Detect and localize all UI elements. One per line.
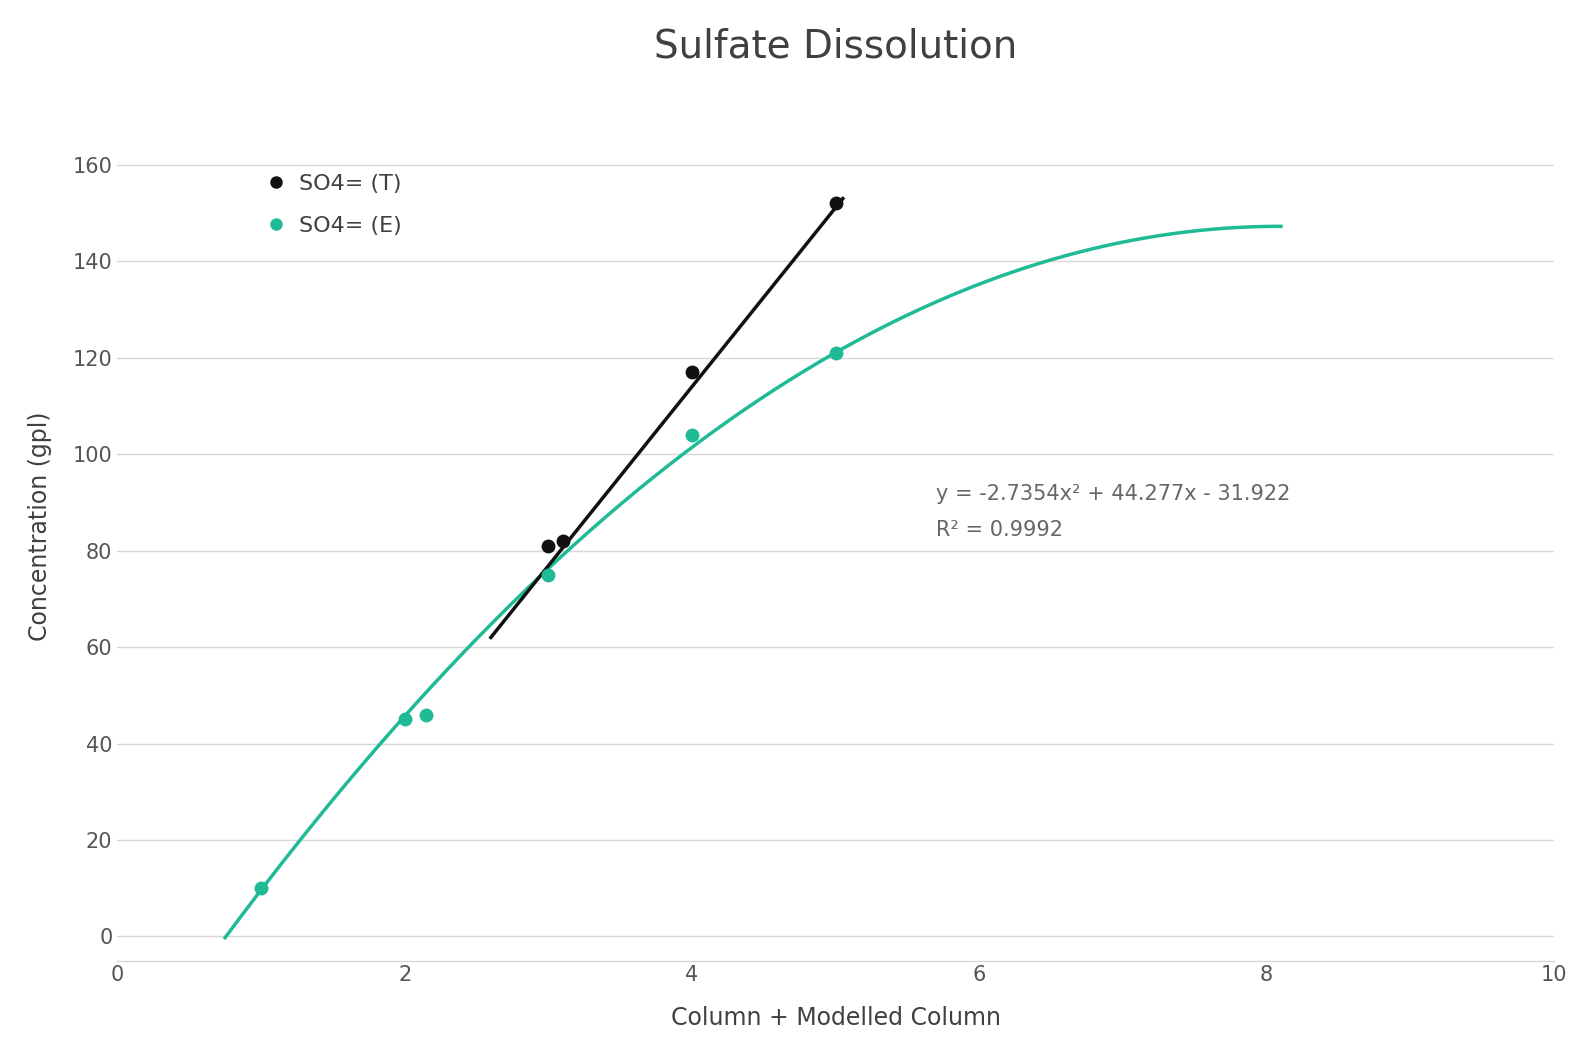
Line: SO4= (T): SO4= (T): [541, 197, 842, 552]
Line: SO4= (E): SO4= (E): [254, 346, 842, 895]
SO4= (T): [683, 366, 702, 379]
SO4= (E): [416, 708, 435, 720]
Title: Sulfate Dissolution: Sulfate Dissolution: [654, 28, 1018, 66]
SO4= (T): [826, 197, 845, 209]
SO4= (T): [553, 534, 573, 547]
SO4= (E): [396, 713, 415, 726]
Legend: SO4= (T), SO4= (E): SO4= (T), SO4= (E): [244, 147, 429, 262]
Y-axis label: Concentration (gpl): Concentration (gpl): [27, 412, 51, 641]
SO4= (E): [252, 882, 271, 895]
Text: y = -2.7354x² + 44.277x - 31.922
R² = 0.9992: y = -2.7354x² + 44.277x - 31.922 R² = 0.…: [936, 485, 1290, 540]
SO4= (E): [826, 347, 845, 360]
SO4= (T): [539, 540, 558, 552]
SO4= (E): [683, 428, 702, 441]
X-axis label: Column + Modelled Column: Column + Modelled Column: [670, 1006, 1000, 1030]
SO4= (E): [539, 568, 558, 581]
